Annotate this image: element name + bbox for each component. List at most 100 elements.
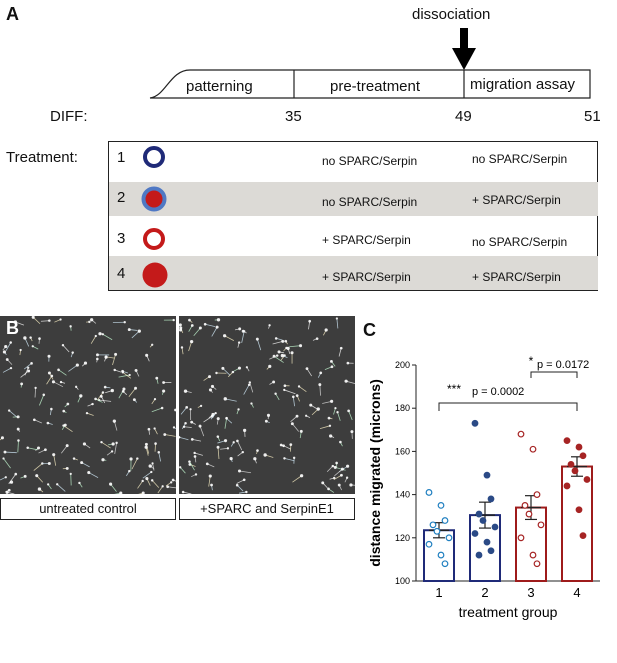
cell-body [180, 346, 184, 349]
cell-body [340, 467, 344, 471]
cell-body [94, 397, 97, 401]
cell-body [174, 408, 176, 412]
data-point [487, 495, 495, 503]
cell-body [235, 483, 239, 487]
cell-body [50, 374, 54, 378]
data-point [579, 452, 587, 460]
cell-body [295, 394, 299, 397]
cell-process [298, 386, 307, 392]
treatment-row-3-pre: + SPARC/Serpin [322, 233, 411, 247]
cell-body [44, 448, 47, 452]
cell-body [231, 370, 235, 374]
significance-stars-1-4: *** [447, 382, 461, 396]
cell-body [141, 491, 145, 494]
cell-body [210, 384, 215, 388]
cell-process [269, 355, 278, 360]
data-point [479, 517, 487, 524]
cell-process [61, 445, 68, 454]
cell-body [272, 380, 276, 384]
cell-process [326, 465, 334, 473]
cell-process [0, 437, 3, 441]
cell-process [46, 375, 53, 385]
cell-body [179, 436, 181, 439]
cell-body [23, 474, 27, 478]
cell-process [179, 436, 189, 441]
cell-body [20, 382, 24, 386]
cell-process [193, 327, 201, 336]
cell-body [110, 450, 114, 453]
cell-body [94, 334, 97, 338]
treatment-row-3-number: 3 [117, 230, 126, 247]
cell-body [34, 386, 37, 390]
cell-body [253, 457, 257, 461]
cell-process [68, 364, 78, 372]
cell-process [5, 342, 12, 351]
data-point [471, 419, 479, 427]
cell-body [350, 430, 354, 434]
cell-body [35, 474, 39, 478]
cell-body [150, 470, 153, 474]
cell-process [289, 345, 301, 348]
cell-body [7, 409, 11, 412]
cell-process [122, 372, 132, 379]
cell-process [56, 483, 66, 492]
cell-body [193, 451, 196, 455]
cell-body [229, 457, 233, 461]
cell-process [292, 396, 295, 407]
cell-body [57, 368, 60, 372]
cell-body [19, 348, 22, 352]
data-point [429, 521, 437, 529]
cell-process [348, 410, 353, 421]
cell-process [183, 491, 192, 494]
cell-body [63, 423, 67, 427]
cell-body [284, 339, 288, 343]
cell-body [136, 457, 139, 460]
cell-body [170, 481, 173, 484]
cell-process [58, 369, 67, 376]
cell-body [183, 389, 188, 393]
cell-process [24, 367, 29, 376]
data-point [525, 510, 533, 518]
cell-body [316, 407, 320, 411]
cell-body [199, 404, 203, 407]
cell-body [242, 478, 246, 482]
cell-body [247, 383, 251, 387]
cell-body [36, 446, 41, 450]
cell-body [42, 393, 46, 397]
cell-process [20, 370, 29, 378]
cell-body [80, 461, 84, 465]
cell-body [319, 371, 323, 375]
cell-body [161, 485, 164, 488]
cell-body [155, 376, 159, 380]
cell-body [190, 324, 194, 327]
data-point [491, 523, 499, 531]
data-point [575, 443, 583, 451]
cell-body [74, 385, 78, 388]
timeline-box [149, 69, 591, 99]
cell-body [29, 336, 32, 339]
cell-body [121, 369, 124, 373]
cell-body [91, 402, 94, 406]
cell-process [131, 330, 140, 339]
cell-body [250, 402, 253, 405]
cell-process [99, 399, 112, 402]
cell-process [336, 318, 339, 329]
cell-body [328, 424, 332, 427]
cell-body [172, 426, 176, 429]
cell-body [153, 397, 157, 401]
cell-body [290, 351, 294, 355]
cell-body [150, 479, 154, 482]
cell-body [335, 461, 338, 465]
treatment-row-4-shade [109, 256, 598, 290]
cell-body [162, 389, 166, 393]
phase-migration-assay: migration assay [470, 76, 576, 93]
cell-body [62, 409, 66, 413]
cell-body [75, 363, 79, 367]
cell-process [173, 427, 176, 430]
cell-body [225, 417, 228, 420]
data-point [425, 540, 433, 548]
cell-body [88, 320, 91, 324]
cell-body [188, 318, 191, 322]
data-point [571, 467, 579, 475]
cell-body [114, 352, 118, 356]
